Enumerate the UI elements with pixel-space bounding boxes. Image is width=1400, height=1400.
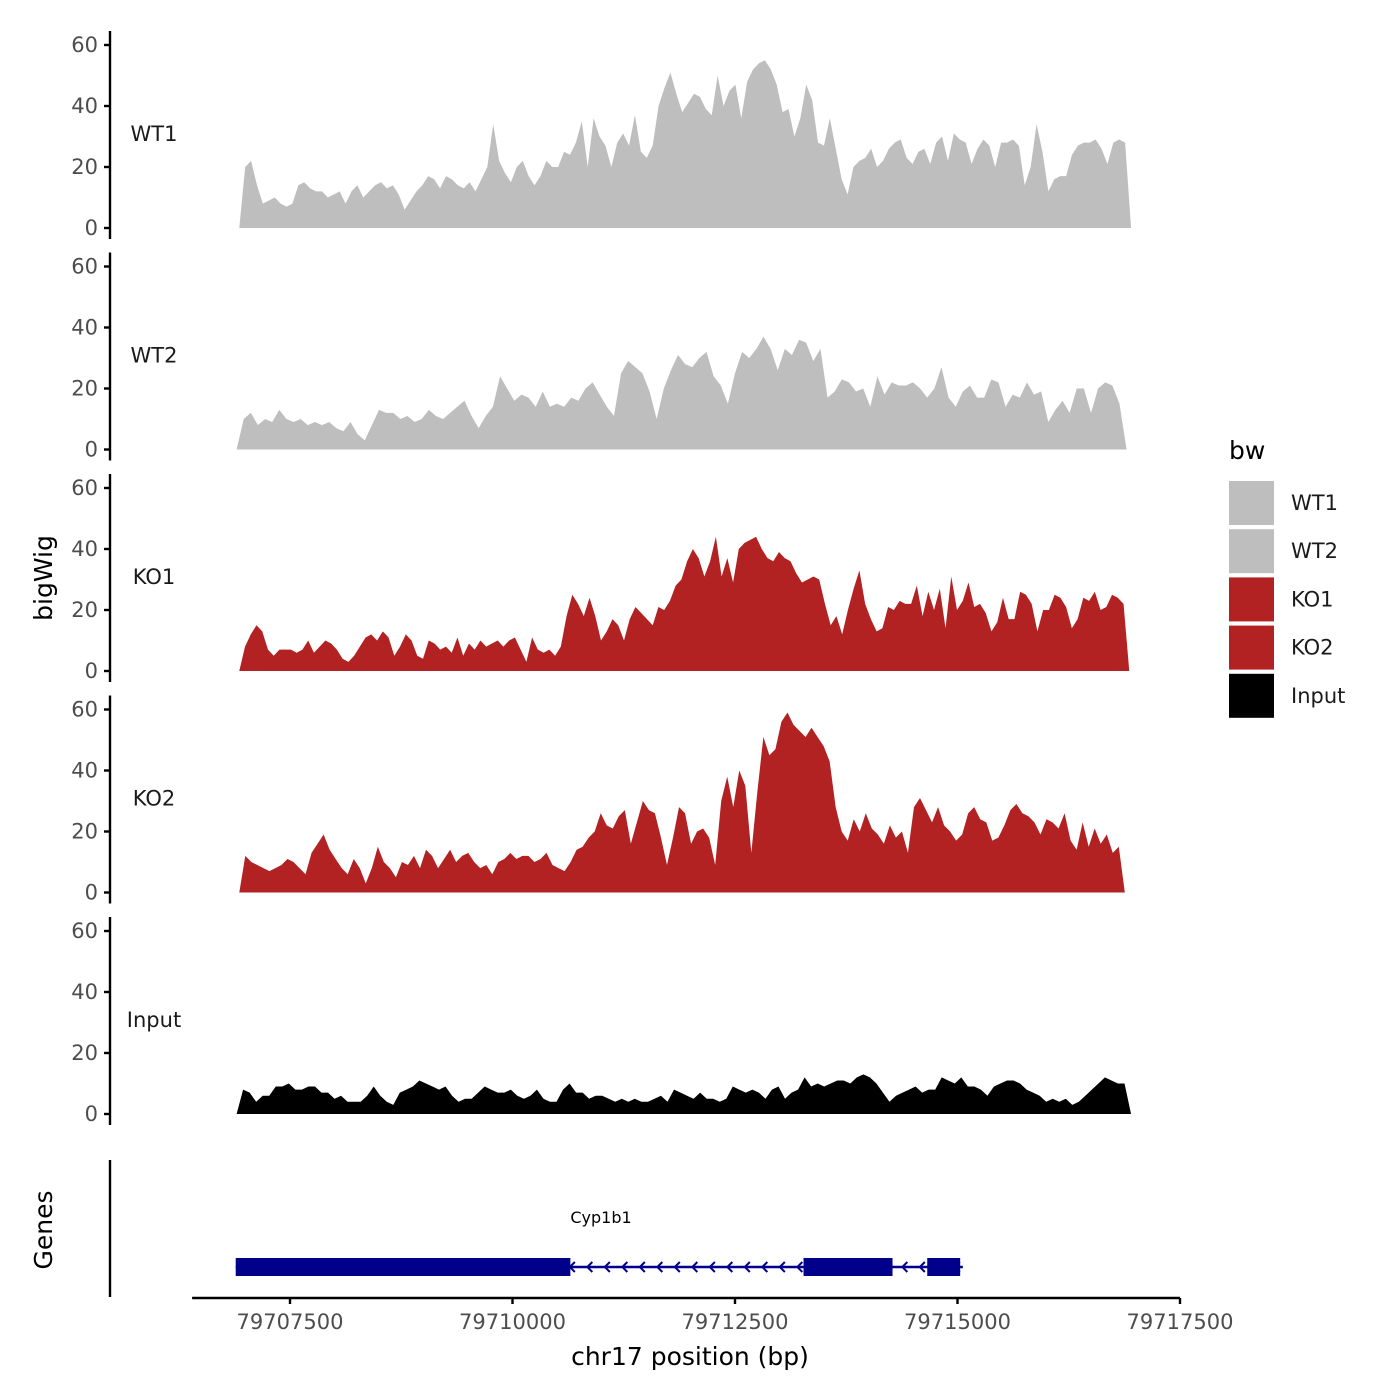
y-tick-label: 40: [71, 316, 98, 340]
y-tick-label: 0: [85, 881, 98, 905]
genes-layer: Cyp1b1: [108, 1160, 963, 1297]
area-ko1: [239, 536, 1130, 671]
legend-item-input: Input: [1229, 673, 1345, 718]
legend-item-ko2: KO2: [1229, 625, 1334, 670]
y-tick-label: 60: [71, 476, 98, 500]
legend-item-wt1: WT1: [1229, 481, 1338, 525]
track-label: Input: [127, 1008, 181, 1032]
legend-item-ko1: KO1: [1229, 577, 1334, 622]
y-tick-label: 20: [71, 1041, 98, 1065]
strand-arrow: [620, 1261, 629, 1273]
y-tick-label: 40: [71, 980, 98, 1004]
strand-arrow: [760, 1261, 769, 1273]
legend-label: KO2: [1291, 636, 1334, 660]
track-wt2: 0 20 40 60 WT2: [71, 252, 1127, 462]
y-tick-label: 20: [71, 820, 98, 844]
strand-arrow: [743, 1261, 751, 1273]
y-axis-title: bigWig: [29, 535, 58, 621]
strand-arrow: [673, 1261, 681, 1273]
x-axis: 79707500 79710000 79712500 79715000 79717500: [192, 1296, 1234, 1334]
y-tick-label: 40: [71, 537, 98, 561]
track-label: WT1: [131, 122, 178, 146]
legend-label: KO1: [1291, 587, 1334, 611]
y-tick-label: 40: [71, 759, 98, 783]
track-ko1: 0 20 40 60 KO1: [71, 474, 1130, 683]
genes-axis-title: Genes: [29, 1190, 58, 1269]
legend-label: Input: [1291, 684, 1345, 708]
track-ko2: 0 20 40 60 KO2: [71, 695, 1125, 905]
y-tick-label: 40: [71, 94, 98, 118]
y-tick-label: 20: [71, 155, 98, 179]
y-tick-label: 0: [85, 216, 98, 240]
x-tick-label: 79715000: [904, 1310, 1011, 1334]
legend-swatch: [1229, 577, 1274, 622]
legend-title: bw: [1229, 436, 1265, 465]
area-input: [236, 1074, 1132, 1114]
strand-arrow: [725, 1261, 734, 1273]
legend-item-wt2: WT2: [1229, 529, 1338, 574]
gene-exon: [803, 1258, 893, 1276]
y-tick-label: 60: [71, 255, 98, 279]
area-wt1: [239, 60, 1132, 228]
strand-arrow: [708, 1261, 716, 1273]
area-ko2: [239, 712, 1125, 893]
track-wt1: 0 20 40 60 WT1: [71, 31, 1132, 240]
gene-exon: [235, 1258, 571, 1276]
legend-swatch: [1229, 529, 1274, 574]
strand-arrow: [918, 1261, 926, 1273]
strand-arrow: [655, 1261, 664, 1273]
x-axis-title: chr17 position (bp): [571, 1342, 809, 1371]
y-tick-label: 0: [85, 438, 98, 462]
tracks-layer: 0 20 40 60 WT1 0 20 40 60 WT2 0 20 40 60 KO1 0 20 40 60 KO2…: [71, 31, 1132, 1126]
x-tick-label: 79710000: [459, 1310, 566, 1334]
strand-arrow: [603, 1261, 611, 1273]
legend-label: WT1: [1291, 491, 1338, 515]
y-tick-label: 60: [71, 698, 98, 722]
y-tick-label: 0: [85, 659, 98, 683]
area-wt2: [236, 336, 1127, 450]
legend-swatch: [1229, 673, 1274, 718]
y-tick-label: 20: [71, 377, 98, 401]
legend: bw WT1 WT2 KO1 KO2 Input: [1229, 436, 1345, 718]
strand-arrow: [638, 1261, 646, 1273]
track-input: 0 20 40 60 Input: [71, 917, 1132, 1126]
y-tick-label: 60: [71, 33, 98, 57]
gene-cyp1b1: Cyp1b1: [235, 1208, 963, 1276]
strand-arrow: [900, 1261, 909, 1273]
track-label: KO2: [133, 787, 176, 811]
track-label: KO1: [133, 565, 176, 589]
y-tick-label: 0: [85, 1102, 98, 1126]
y-tick-label: 60: [71, 919, 98, 943]
x-tick-label: 79707500: [237, 1310, 344, 1334]
x-tick-label: 79712500: [682, 1310, 789, 1334]
gene-name-label: Cyp1b1: [570, 1208, 631, 1227]
strand-arrow: [690, 1261, 699, 1273]
y-tick-label: 20: [71, 598, 98, 622]
strand-arrow: [778, 1261, 786, 1273]
track-label: WT2: [131, 344, 178, 368]
legend-label: WT2: [1291, 539, 1338, 563]
legend-swatch: [1229, 625, 1274, 670]
strand-arrow: [795, 1261, 804, 1273]
strand-arrow: [585, 1261, 594, 1273]
legend-swatch: [1229, 481, 1274, 525]
gene-exon: [927, 1258, 961, 1276]
x-tick-label: 79717500: [1127, 1310, 1234, 1334]
